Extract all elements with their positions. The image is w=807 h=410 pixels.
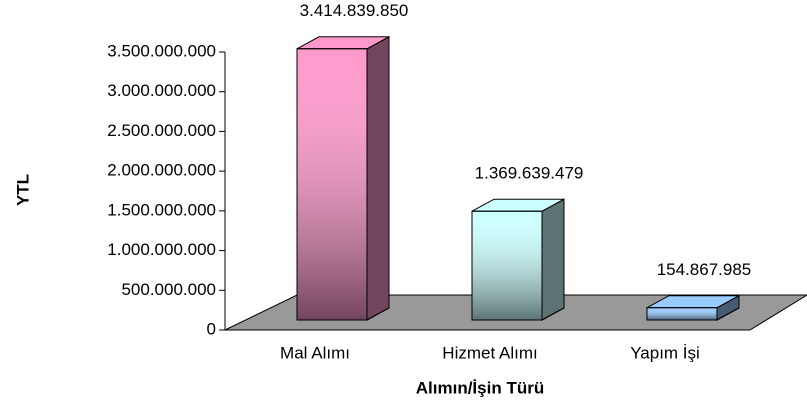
value-label: 1.369.639.479 (475, 164, 584, 183)
y-tick-label: 2.000.000.000 (107, 161, 216, 180)
bar-side-shade (366, 35, 390, 321)
bar-side-shade (541, 198, 565, 321)
x-tick-label: Hizmet Alımı (442, 343, 537, 362)
bar-shade (646, 307, 718, 321)
x-tick-label: Yapım İşi (630, 343, 700, 362)
y-axis-title: YTL (13, 174, 32, 206)
y-tick-label: 0 (207, 319, 216, 338)
value-label: 3.414.839.850 (300, 1, 409, 20)
y-tick-label: 500.000.000 (121, 280, 216, 299)
y-tick-label: 2.500.000.000 (107, 121, 216, 140)
y-tick-label: 3.000.000.000 (107, 81, 216, 100)
y-tick-label: 3.500.000.000 (107, 41, 216, 60)
bar-shade (296, 48, 368, 321)
x-tick-label: Mal Alımı (280, 343, 350, 362)
bar-shade (471, 210, 543, 321)
y-tick-label: 1.500.000.000 (107, 200, 216, 219)
y-tick-label: 1.000.000.000 (107, 240, 216, 259)
x-axis-title: Alımın/İşin Türü (416, 378, 544, 397)
value-label: 154.867.985 (657, 260, 752, 279)
